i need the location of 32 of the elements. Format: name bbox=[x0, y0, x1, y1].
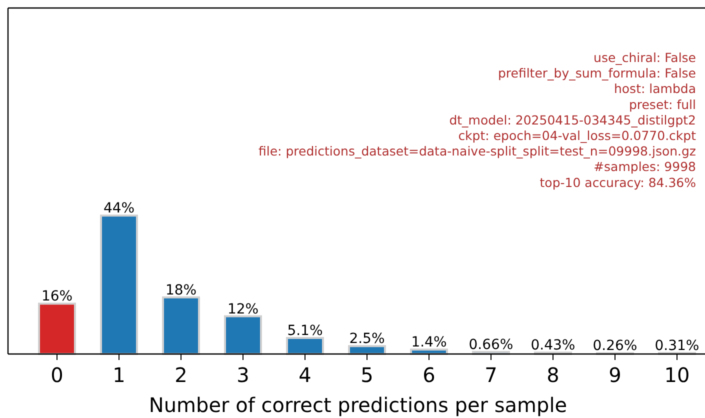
data-label: 0.66% bbox=[468, 336, 514, 353]
data-label: 44% bbox=[103, 200, 135, 217]
x-tick-label: 1 bbox=[112, 363, 126, 387]
x-tick-label: 2 bbox=[174, 363, 188, 387]
x-tick-label: 10 bbox=[664, 363, 690, 387]
data-label: 12% bbox=[227, 301, 259, 318]
x-tick-label: 7 bbox=[484, 363, 498, 387]
data-label: 1.4% bbox=[411, 334, 447, 351]
text: dt_model: 20250415-034345_distilgpt2 bbox=[449, 112, 696, 128]
x-tick-label: 9 bbox=[608, 363, 622, 387]
text: #samples: 9998 bbox=[594, 159, 696, 174]
text: file: predictions_dataset=data-naive-split_split=test_n=09998.json.gz bbox=[258, 144, 696, 159]
data-label: 16% bbox=[41, 288, 73, 305]
x-tick-label: 6 bbox=[422, 363, 436, 387]
text: use_chiral: False bbox=[594, 50, 696, 65]
text: ckpt: epoch=04-val_loss=0.0770.ckpt bbox=[458, 128, 696, 143]
data-label: 0.26% bbox=[592, 338, 638, 354]
x-tick-label: 3 bbox=[236, 363, 250, 387]
x-axis-title: Number of correct predictions per sample bbox=[148, 393, 568, 417]
text: prefilter_by_sum_formula: False bbox=[498, 66, 696, 81]
data-label: 0.43% bbox=[530, 338, 576, 354]
data-label: 0.31% bbox=[654, 338, 700, 354]
x-tick-label: 4 bbox=[298, 363, 312, 387]
x-tick-label: 8 bbox=[546, 363, 560, 387]
text: preset: full bbox=[628, 96, 696, 112]
data-label: 18% bbox=[165, 282, 197, 298]
text: top-10 accuracy: 84.36% bbox=[540, 174, 696, 190]
text: host: lambda bbox=[614, 81, 696, 96]
x-tick-label: 0 bbox=[50, 363, 64, 387]
data-label: 2.5% bbox=[349, 331, 385, 348]
data-label: 5.1% bbox=[287, 322, 323, 339]
x-tick-label: 5 bbox=[360, 363, 374, 387]
